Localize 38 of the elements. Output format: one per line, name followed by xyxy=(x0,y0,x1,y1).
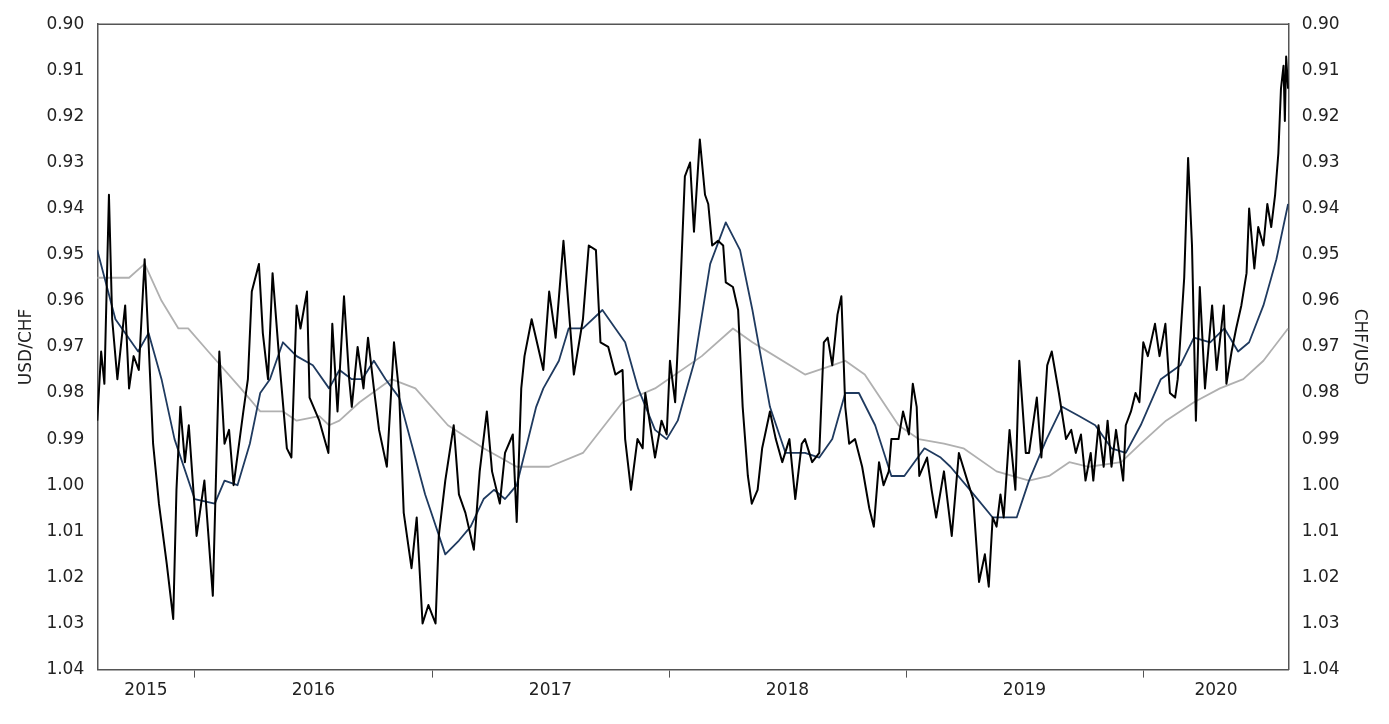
x-tick-label: 2018 xyxy=(765,679,810,700)
y-tick-label: 0.92 xyxy=(46,104,85,125)
y2-tick-label: 0.96 xyxy=(1301,289,1340,310)
x-tick-label: 2016 xyxy=(291,679,336,700)
y-tick-label: 0.96 xyxy=(46,289,85,310)
y2-tick-label: 0.93 xyxy=(1301,150,1340,171)
y-tick-label: 0.90 xyxy=(46,12,85,33)
y-axis-title: USD/CHF xyxy=(14,308,35,386)
y2-tick-label: 0.98 xyxy=(1301,381,1340,402)
y2-tick-label: 0.97 xyxy=(1301,335,1340,356)
y2-tick-label: 0.90 xyxy=(1301,12,1340,33)
y2-axis-title: CHF/USD xyxy=(1351,308,1372,386)
x-tick-label: 2019 xyxy=(1002,679,1047,700)
y-tick-label: 0.97 xyxy=(46,335,85,356)
y-tick-label: 1.04 xyxy=(46,658,85,679)
y2-tick-label: 1.02 xyxy=(1301,565,1340,586)
y2-tick-label: 0.94 xyxy=(1301,197,1340,218)
y-tick-label: 1.03 xyxy=(46,611,85,632)
x-tick-label: 2017 xyxy=(528,679,573,700)
y-tick-label: 0.95 xyxy=(46,243,85,264)
y2-tick-label: 1.00 xyxy=(1301,473,1340,494)
y2-tick-label: 1.04 xyxy=(1301,658,1340,679)
y2-tick-label: 0.92 xyxy=(1301,104,1340,125)
y-tick-label: 0.99 xyxy=(46,427,85,448)
y-tick-label: 1.02 xyxy=(46,565,85,586)
y-tick-label: 0.94 xyxy=(46,197,85,218)
y-tick-label: 1.00 xyxy=(46,473,85,494)
x-tick-label: 2020 xyxy=(1194,679,1238,700)
y2-tick-label: 0.99 xyxy=(1301,427,1340,448)
y2-tick-label: 1.03 xyxy=(1301,611,1340,632)
y-tick-label: 1.01 xyxy=(46,519,85,540)
y2-tick-label: 0.95 xyxy=(1301,243,1340,264)
y-tick-label: 0.93 xyxy=(46,150,85,171)
x-tick-label: 2015 xyxy=(124,679,168,700)
y2-tick-label: 0.91 xyxy=(1301,58,1340,79)
y2-tick-label: 1.01 xyxy=(1301,519,1340,540)
y-tick-label: 0.98 xyxy=(46,381,85,402)
y-tick-label: 0.91 xyxy=(46,58,85,79)
